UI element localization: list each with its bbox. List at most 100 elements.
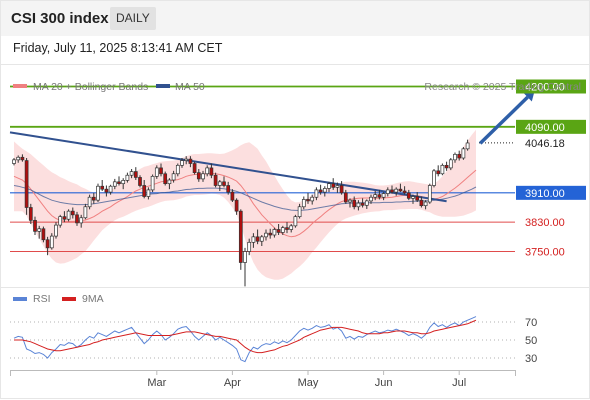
candle-body (373, 194, 378, 198)
candle-body (188, 158, 193, 164)
candle-body (415, 196, 420, 201)
candle-body (117, 181, 121, 185)
candle-body (196, 172, 201, 180)
candle-body (62, 216, 67, 220)
candle-body (129, 171, 134, 176)
candle-body (37, 228, 42, 232)
legend-ma20: MA 20 + Bollinger Bands (33, 81, 148, 93)
candle-body (16, 156, 21, 161)
legend-ma50: MA 50 (175, 81, 205, 93)
candle-body (343, 192, 348, 203)
candle-body (45, 239, 50, 249)
candle-body (356, 202, 361, 208)
candle-body (217, 181, 222, 186)
level-tag-label: 3910.00 (525, 188, 565, 200)
candle-body (205, 167, 210, 175)
candle-body (465, 142, 470, 150)
candle-body (423, 201, 428, 207)
candle-body (301, 199, 306, 208)
candle-body (318, 189, 323, 193)
candle-body (331, 183, 336, 188)
candle-body (364, 200, 369, 206)
candle-body (314, 189, 319, 198)
candle-body (310, 196, 315, 202)
ma20-line (13, 169, 477, 238)
candle-body (150, 175, 155, 191)
candle-body (79, 217, 84, 224)
candle-body (264, 232, 268, 238)
candle-body (133, 171, 138, 178)
trendline (9, 131, 447, 203)
candle-body (28, 207, 33, 221)
candle-body (96, 185, 100, 201)
candle-body (280, 227, 285, 233)
last-price-label: 4046.18 (525, 138, 565, 150)
candle-body (121, 180, 126, 185)
candle-body (75, 214, 79, 224)
candle-body (33, 219, 37, 232)
candle-body (171, 173, 176, 181)
candle-body (222, 181, 226, 186)
candle-body (66, 210, 71, 220)
candle-body (234, 199, 239, 212)
candle-body (184, 158, 189, 161)
header-bar: CSI 300 index DAILY (0, 0, 590, 36)
candle-body (251, 236, 256, 243)
candle-body (285, 227, 289, 230)
candle-body (394, 188, 399, 193)
candle-body (327, 183, 331, 189)
candle-body (381, 193, 386, 198)
level-tag-pivot (516, 185, 586, 200)
candle-body (432, 170, 436, 186)
legend-swatch-ma20 (13, 84, 27, 88)
candle-body (146, 189, 151, 197)
rsi-tick-label: 70 (525, 317, 537, 329)
candle-body (385, 189, 390, 194)
legend-swatch-9ma (62, 297, 76, 301)
candle-body (268, 232, 273, 236)
candle-body (360, 202, 365, 206)
candle-body (41, 228, 46, 241)
candle-body (209, 167, 214, 176)
candle-body (104, 188, 109, 193)
candle-body (448, 159, 453, 169)
legend-swatch-rsi (13, 297, 27, 301)
support-label: 3830.00 (525, 217, 565, 229)
candle-body (436, 170, 441, 175)
axis-tick-label: May (298, 377, 319, 389)
candle-body (201, 173, 205, 180)
candle-body (54, 224, 58, 237)
candle-body (259, 236, 264, 242)
timestamp: Friday, July 11, 2025 8:13:41 AM CET (13, 41, 223, 55)
candle-body (457, 153, 462, 159)
candle-body (125, 174, 130, 181)
rsi-ma-line (14, 319, 477, 354)
candle-body (12, 159, 16, 164)
time-axis: Mar Apr May Jun Jul (10, 370, 516, 389)
candle-body (398, 188, 403, 192)
rsi-tick-label: 50 (525, 335, 537, 347)
candle-body (390, 189, 394, 193)
candle-body (453, 153, 457, 161)
candle-body (419, 199, 424, 207)
candle-body (427, 185, 432, 203)
level-tag-label: 4200.00 (525, 82, 565, 94)
candle-body (440, 164, 445, 175)
candle-body (444, 164, 449, 169)
candle-body (20, 156, 25, 161)
bollinger-band (14, 129, 476, 280)
legend-rsi: RSI (33, 293, 51, 305)
candle-body (348, 199, 352, 203)
candle-body (230, 191, 235, 201)
candle-body (226, 185, 231, 193)
candle-body (49, 235, 54, 249)
timeframe-button[interactable]: DAILY (110, 7, 156, 30)
candle-body (180, 160, 184, 166)
candle-body (352, 199, 357, 208)
legend-swatch-ma50 (156, 84, 170, 88)
candle-body (377, 194, 382, 198)
axis-tick-label: Jul (452, 377, 466, 389)
candle-body (322, 188, 327, 193)
candle-body (192, 163, 197, 174)
candle-body (339, 185, 344, 194)
